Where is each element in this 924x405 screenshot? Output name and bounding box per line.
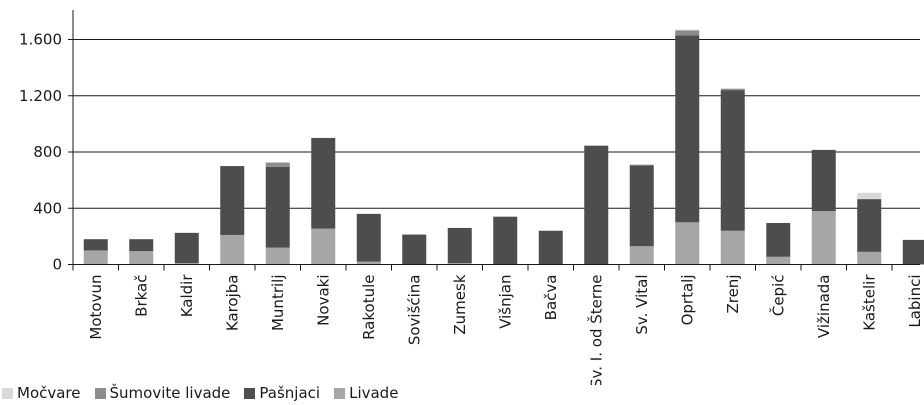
bar-segment <box>402 234 427 265</box>
bar-segment <box>720 230 745 265</box>
y-tick-label: 1.600 <box>19 31 62 49</box>
legend-item: Močvare <box>2 385 81 401</box>
bar-segment <box>675 222 700 265</box>
bar-segment <box>902 239 924 265</box>
bar-segment <box>356 213 381 262</box>
bar-segment <box>720 88 745 91</box>
x-tick-label: Motovun <box>87 275 105 340</box>
bar-segment <box>629 246 654 265</box>
legend-item: Livade <box>334 385 398 401</box>
axes <box>68 10 920 271</box>
bar-segment <box>220 234 245 265</box>
x-tick-label: Vižinada <box>815 275 833 339</box>
bar-segment <box>265 247 290 265</box>
legend-item: Šumovite livade <box>94 384 231 402</box>
x-tick-label: Muntrilj <box>269 275 287 332</box>
x-tick-label: Zumesk <box>451 274 469 334</box>
bar-segment <box>675 35 700 223</box>
legend-label: Pašnjaci <box>259 384 321 402</box>
bar-segment <box>447 263 472 265</box>
bar-segment <box>129 239 154 252</box>
bar-segment <box>311 137 336 229</box>
bar-segment <box>83 250 108 265</box>
bar-segment <box>356 261 381 265</box>
bar-segment <box>83 239 108 251</box>
legend-swatch <box>94 387 106 399</box>
x-tick-label: Sv. Vital <box>633 275 651 335</box>
bar-segment <box>538 230 563 265</box>
bar-segment <box>857 192 882 200</box>
stacked-bar-chart: 0 400 800 1.200 1.600 Motovun Brkač Kaldir Karo… <box>19 10 924 385</box>
y-tick-labels: 0 400 800 1.200 1.600 <box>19 31 62 274</box>
x-tick-label: Višnjan <box>496 275 514 329</box>
x-tick-label: Brkač <box>132 275 150 317</box>
bar-segment <box>857 199 882 252</box>
x-tick-label: Sovišćina <box>405 275 423 346</box>
legend-label: Močvare <box>17 384 81 402</box>
bar-segment <box>311 228 336 265</box>
x-tick-label: Labinci <box>906 275 924 328</box>
bar-segment <box>584 145 609 265</box>
gridlines <box>73 39 920 209</box>
x-tick-label: Oprtalj <box>678 275 696 326</box>
bar-segment <box>720 90 745 231</box>
bar-segment <box>129 251 154 265</box>
x-tick-label: Zrenj <box>724 275 742 314</box>
x-tick-label: Kaldir <box>178 274 196 318</box>
bars <box>83 29 924 265</box>
bar-segment <box>675 29 700 31</box>
bar-segment <box>447 227 472 264</box>
legend-label: Šumovite livade <box>109 384 231 402</box>
legend-swatch <box>2 387 13 399</box>
x-tick-label: Bačva <box>542 275 560 321</box>
legend-label: Livade <box>349 384 399 402</box>
x-tick-label: Rakotule <box>360 275 378 340</box>
x-tick-label: Sv. I. od Šterne <box>586 275 605 386</box>
bar-segment <box>265 162 290 167</box>
bar-segment <box>174 263 199 265</box>
bar-segment <box>629 165 654 247</box>
x-tick-label: Čepić <box>768 275 787 317</box>
x-tick-labels: Motovun Brkač Kaldir Karojba Muntrilj Novaki R… <box>87 274 924 385</box>
y-tick-label: 400 <box>33 199 62 217</box>
x-tick-label: Novaki <box>314 275 332 326</box>
bar-segment <box>220 166 245 235</box>
bar-segment <box>811 149 836 212</box>
bar-segment <box>675 30 700 36</box>
bar-segment <box>265 166 290 248</box>
bar-segment <box>857 251 882 265</box>
legend: Močvare Šumovite livade Pašnjaci Livade <box>2 385 398 401</box>
bar-segment <box>174 232 199 264</box>
bar-segment <box>493 216 518 265</box>
legend-swatch <box>334 387 346 399</box>
y-tick-label: 0 <box>52 256 62 274</box>
legend-swatch <box>244 387 256 399</box>
bar-segment <box>811 211 836 265</box>
y-tick-label: 800 <box>33 143 62 161</box>
bar-segment <box>766 256 791 265</box>
bar-segment <box>402 234 427 235</box>
legend-item: Pašnjaci <box>244 385 320 401</box>
bar-segment <box>629 164 654 166</box>
bar-segment <box>766 223 791 257</box>
x-tick-label: Karojba <box>223 275 241 332</box>
y-tick-label: 1.200 <box>19 87 62 105</box>
x-tick-label: Kaštelir <box>860 274 878 331</box>
